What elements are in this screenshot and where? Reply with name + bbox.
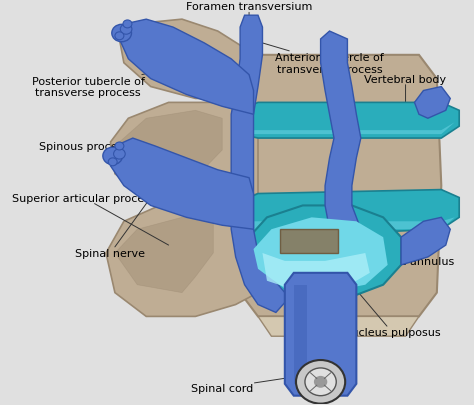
Text: Vertebral body: Vertebral body (365, 75, 447, 127)
Polygon shape (294, 285, 307, 384)
Polygon shape (106, 202, 258, 317)
Polygon shape (401, 218, 450, 265)
Polygon shape (285, 273, 356, 396)
Polygon shape (236, 55, 441, 317)
Circle shape (115, 143, 124, 151)
Polygon shape (414, 87, 450, 119)
Polygon shape (245, 123, 455, 135)
Text: Foramen transversium: Foramen transversium (186, 2, 312, 20)
Circle shape (305, 368, 336, 396)
Text: Anterior tubercle of
transverse process: Anterior tubercle of transverse process (249, 40, 384, 75)
Polygon shape (245, 218, 455, 230)
Polygon shape (240, 190, 459, 238)
Polygon shape (240, 103, 459, 139)
Text: Spinal cord: Spinal cord (191, 372, 328, 393)
Polygon shape (110, 103, 258, 206)
Text: Posterior tubercle of
transverse process: Posterior tubercle of transverse process (32, 68, 178, 98)
Circle shape (103, 148, 123, 165)
Text: Nucleus pulposus: Nucleus pulposus (338, 269, 441, 337)
Text: Superior articular process: Superior articular process (12, 193, 169, 245)
Circle shape (123, 21, 132, 29)
Polygon shape (249, 206, 401, 301)
Text: Disc annulus: Disc annulus (383, 214, 455, 266)
Polygon shape (115, 218, 213, 293)
Text: Spinous process: Spinous process (38, 142, 160, 158)
Polygon shape (258, 317, 419, 337)
Polygon shape (231, 16, 294, 313)
Polygon shape (110, 139, 254, 230)
Text: Spinal nerve: Spinal nerve (75, 198, 151, 258)
Circle shape (120, 25, 132, 35)
Circle shape (314, 376, 328, 388)
Polygon shape (280, 230, 338, 254)
Polygon shape (263, 254, 370, 293)
Polygon shape (119, 20, 254, 115)
Circle shape (108, 158, 117, 166)
Polygon shape (119, 20, 249, 99)
Circle shape (296, 360, 345, 404)
Polygon shape (320, 32, 365, 293)
Polygon shape (254, 218, 388, 293)
Circle shape (112, 25, 131, 43)
Circle shape (115, 33, 124, 40)
Polygon shape (119, 111, 222, 182)
Circle shape (114, 149, 125, 160)
